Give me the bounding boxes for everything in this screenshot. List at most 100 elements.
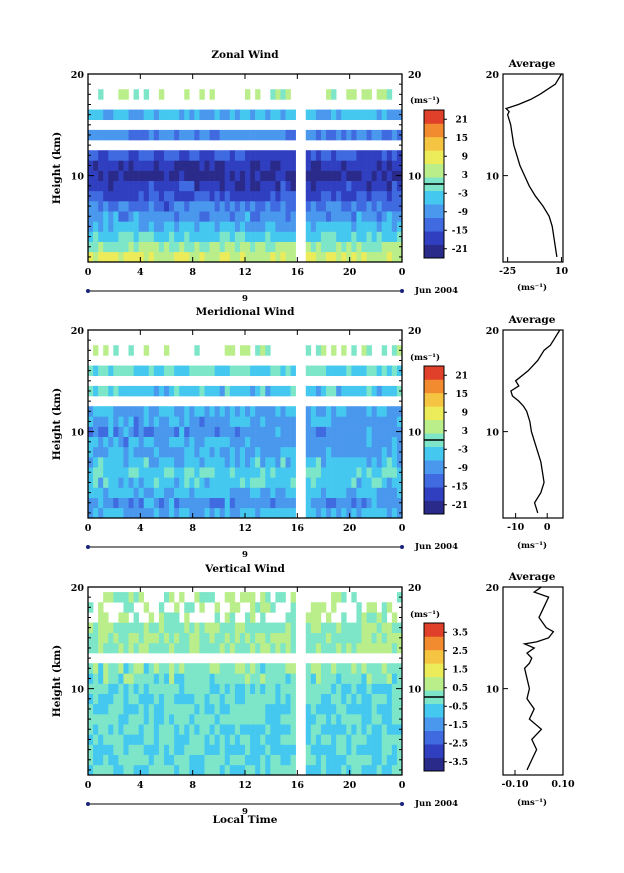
heatmap-cell (366, 251, 372, 263)
heatmap-cell (98, 89, 104, 100)
heatmap-cell (199, 703, 205, 715)
heatmap-cell (214, 754, 220, 766)
heatmap-cell (361, 170, 367, 181)
colorbar-tick-label: 15 (455, 390, 468, 400)
heatmap-cell (376, 724, 383, 735)
heatmap-cell (320, 241, 327, 253)
heatmap-cell (275, 385, 281, 397)
heatmap-cell (209, 180, 215, 192)
colorbar-segment (424, 244, 444, 259)
heatmap-cell (189, 724, 195, 735)
heatmap-cell (98, 764, 104, 776)
profile-frame (502, 329, 564, 519)
profile-frame (502, 586, 564, 776)
heatmap-cell (128, 190, 134, 202)
heatmap-cell (326, 231, 332, 242)
heatmap-cell (163, 221, 170, 232)
heatmap-cell (108, 385, 114, 397)
heatmap-cell (265, 385, 271, 397)
heatmap-cell (326, 467, 332, 478)
heatmap-cell (381, 487, 388, 498)
heatmap-cell (229, 345, 236, 356)
heatmap-cell (184, 365, 190, 377)
heatmap-cell (331, 129, 337, 141)
heatmap-cell (98, 683, 104, 694)
heatmap-cell (133, 703, 139, 715)
heatmap-cell (260, 622, 266, 634)
heatmap-cell (260, 632, 266, 644)
heatmap-cell (270, 426, 276, 437)
heatmap-cell (255, 632, 261, 644)
heatmap-cell (169, 170, 175, 181)
heatmap-cell (331, 764, 337, 776)
heatmap-cell (270, 436, 276, 448)
heatmap-cell (290, 724, 296, 735)
heatmap-cell (108, 754, 114, 766)
heatmap-cell (123, 663, 129, 674)
heatmap-cell (108, 744, 114, 755)
heatmap-cell (245, 642, 251, 654)
heatmap-cell (103, 457, 109, 468)
heatmap-cell (189, 457, 195, 468)
heatmap-cell (194, 365, 200, 377)
heatmap-cell (245, 251, 251, 263)
heatmap-cell (320, 190, 327, 202)
heatmap-cell (250, 612, 256, 623)
heatmap-cell (118, 109, 124, 121)
colorbar-segment (424, 663, 444, 678)
heatmap-cell (361, 467, 367, 478)
heatmap-cell (209, 663, 215, 674)
heatmap-cell (169, 642, 175, 654)
heatmap-cell (239, 221, 246, 232)
heatmap-cell (163, 612, 170, 623)
heatmap-cell (214, 734, 220, 745)
heatmap-cell (93, 365, 99, 377)
heatmap-cell (310, 714, 317, 725)
heatmap-cell (103, 642, 109, 654)
heatmap-cell (275, 201, 281, 212)
heatmap-cell (138, 754, 145, 766)
heatmap-cell (320, 109, 327, 121)
heatmap-cell (93, 622, 99, 634)
heatmap-cell (366, 436, 372, 448)
heatmap-cell (194, 251, 200, 263)
vertical-wind-ylabel: Height (km) (51, 645, 63, 717)
heatmap-cell (310, 241, 317, 253)
heatmap-cell (331, 160, 337, 171)
heatmap-cell (391, 477, 398, 488)
heatmap-cell (199, 109, 205, 121)
heatmap-cell (371, 211, 377, 222)
heatmap-cell (290, 744, 296, 755)
heatmap-cell (209, 724, 215, 735)
heatmap-cell (366, 507, 372, 519)
heatmap-cell (341, 734, 347, 745)
profile-x-tick-label: -0.10 (501, 779, 528, 790)
heatmap-cell (118, 642, 124, 654)
heatmap-cell (108, 477, 114, 488)
heatmap-cell (290, 190, 296, 202)
heatmap-cell (356, 683, 362, 694)
heatmap-cell (371, 602, 377, 613)
heatmap-cell (265, 109, 271, 121)
heatmap-cell (209, 231, 215, 242)
heatmap-cell (366, 693, 372, 705)
heatmap-cell (280, 160, 286, 171)
heatmap-cell (245, 426, 251, 437)
heatmap-cell (361, 89, 367, 100)
heatmap-cell (179, 160, 185, 171)
heatmap-cell (224, 693, 231, 705)
heatmap-cell (285, 622, 291, 634)
heatmap-cell (280, 724, 286, 735)
profile-y-tick-label: 10 (486, 172, 500, 183)
heatmap-cell (229, 416, 236, 427)
heatmap-cell (214, 457, 220, 468)
colorbar-tick-label: -9 (458, 464, 468, 474)
heatmap-cell (346, 190, 352, 202)
heatmap-cell (98, 642, 104, 654)
heatmap-cell (280, 592, 286, 603)
heatmap-cell (250, 703, 256, 715)
heatmap-cell (158, 365, 165, 377)
heatmap-cell (376, 744, 383, 755)
heatmap-cell (326, 507, 332, 519)
heatmap-cell (174, 764, 180, 776)
